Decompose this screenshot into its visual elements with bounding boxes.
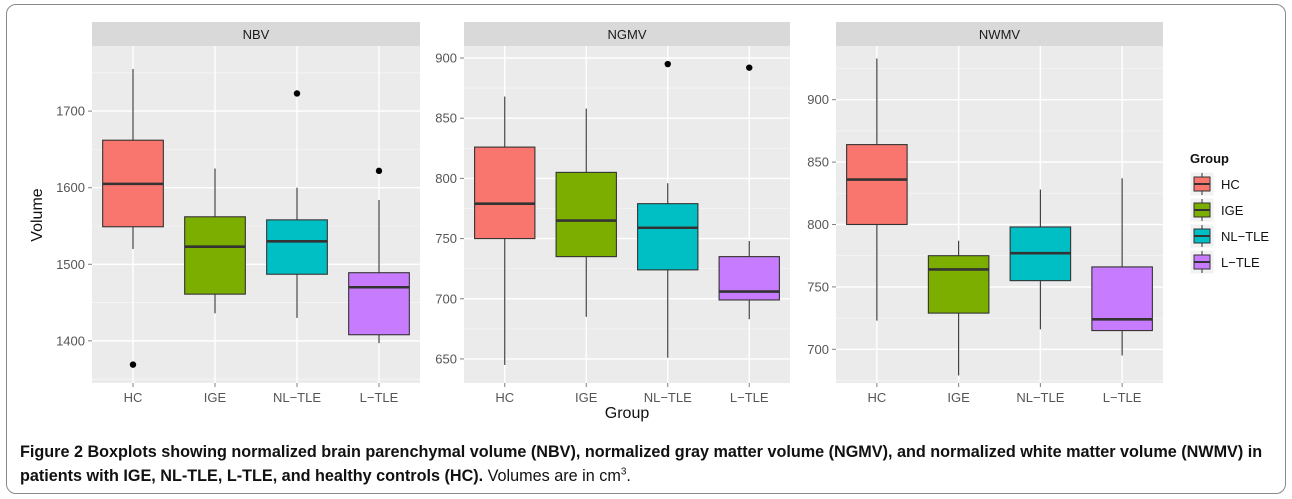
box-ige [927,240,990,376]
panel-title: NWMV [979,27,1020,42]
y-tick-label: 850 [807,155,829,170]
caption-normal-text: Volumes are in cm [483,467,621,485]
x-tick-label: HC [867,390,886,405]
y-tick-label: 900 [435,51,457,66]
legend-title: Group [1190,151,1229,166]
box-l-tle [1091,178,1153,356]
figure-frame [6,4,1286,494]
figure-caption: Figure 2 Boxplots showing normalized bra… [20,440,1275,488]
panel-nbv: NBV 1400 1500 1600 1700 HC IGE NL−TLE L−TLE [56,22,420,405]
x-tick-label: IGE [947,390,970,405]
y-tick-label: 1400 [56,333,85,348]
box-iqr [637,203,699,271]
outlier-point [293,90,301,97]
legend-label: HC [1221,177,1240,192]
y-axis-title: Volume [29,188,46,241]
y-tick-label: 800 [435,171,457,186]
x-tick-label: IGE [575,390,598,405]
panel-strip [836,22,1163,46]
legend-item: IGE [1189,197,1244,223]
x-tick-label: NL−TLE [644,390,692,405]
box-nl-tle [1009,189,1072,330]
box-hc [474,96,536,365]
legend-item: HC [1189,171,1240,197]
x-tick-label: HC [495,390,514,405]
panel-ngmv: NGMV 650 700 750 800 850 900 HC IGE NL−TLE L−TLE [435,22,790,405]
legend-label: NL−TLE [1221,229,1269,244]
box-l-tle [718,64,780,320]
outlier-point [375,167,383,175]
x-tick-label: L−TLE [360,390,399,405]
outlier-point [664,60,671,68]
y-tick-label: 700 [435,291,457,306]
y-tick-label: 750 [807,279,829,294]
panel-title: NGMV [608,27,647,42]
box-iqr [927,255,990,314]
legend-item: NL−TLE [1189,223,1269,249]
y-tick-label: 750 [435,231,457,246]
y-tick-label: 700 [807,342,829,357]
x-tick-label: HC [124,390,143,405]
legend-label: IGE [1221,203,1244,218]
box-hc [846,58,908,321]
box-ige [184,168,246,314]
outlier-point [746,64,753,71]
box-iqr [184,216,246,295]
box-iqr [474,146,536,240]
box-hc [102,68,164,368]
legend: Group HC IGE NL−TLE L−TLE [1189,151,1269,275]
panel-title: NBV [243,27,270,42]
box-nl-tle [637,60,699,358]
box-iqr [555,171,617,258]
legend-label: L−TLE [1221,255,1260,270]
box-iqr [846,144,908,226]
y-tick-label: 900 [807,92,829,107]
boxplot-figure: NBV 1400 1500 1600 1700 HC IGE NL−TLE L−TLE NGMV 6… [29,22,1269,422]
box-iqr [1091,266,1153,332]
box-iqr [266,219,328,275]
y-tick-label: 800 [807,217,829,232]
y-tick-label: 650 [435,351,457,366]
legend-item: L−TLE [1189,249,1260,275]
caption-bold-text: Figure 2 Boxplots showing normalized bra… [20,443,1263,485]
caption-superscript: 3 [620,466,627,478]
caption-end: . [626,467,631,485]
outlier-point [129,361,137,368]
box-l-tle [348,167,410,344]
y-tick-label: 1500 [56,257,85,272]
box-nl-tle [266,90,328,318]
box-iqr [348,272,410,336]
box-iqr [718,256,780,301]
panel-strip [464,22,790,46]
x-tick-label: IGE [204,390,227,405]
panel-strip [92,22,420,46]
x-tick-label: NL−TLE [273,390,321,405]
box-ige [555,108,617,317]
x-tick-label: L−TLE [1103,390,1142,405]
y-tick-label: 1600 [56,180,85,195]
y-tick-label: 1700 [56,104,85,119]
panel-nwmv: NWMV 700 750 800 850 900 HC IGE NL−TLE L−TLE [807,22,1163,405]
x-axis-title: Group [605,405,650,422]
y-tick-label: 850 [435,111,457,126]
x-tick-label: L−TLE [730,390,769,405]
x-tick-label: NL−TLE [1016,390,1064,405]
